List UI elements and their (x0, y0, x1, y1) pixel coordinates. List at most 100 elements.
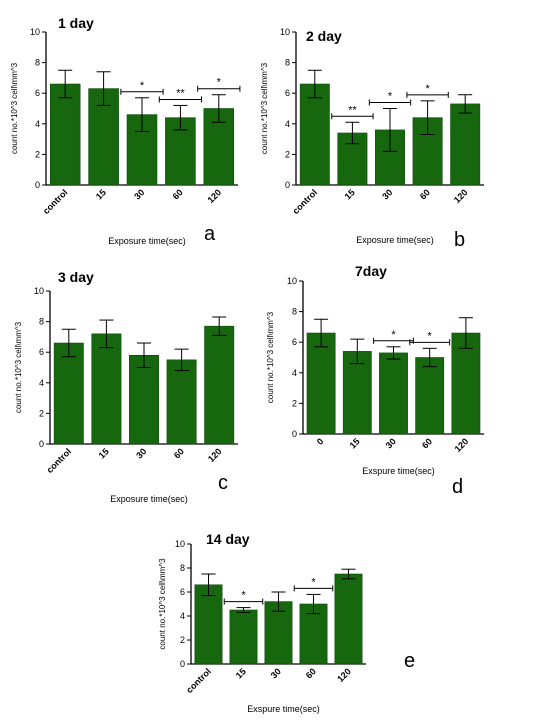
chart4-significance-mark: * (391, 329, 396, 341)
chart3-y-tick-label: 8 (39, 317, 44, 327)
chart3-x-tick-label: control (45, 446, 74, 475)
chart1-y-tick-label: 4 (35, 119, 40, 129)
chart2-x-tick-label: control (291, 187, 320, 216)
chart3-x-tick-label: 120 (206, 446, 224, 464)
chart2-y-tick-label: 6 (285, 88, 290, 98)
chart4-bar-120 (451, 332, 481, 435)
chart2-y-tick-label: 2 (285, 149, 290, 159)
chart5-x-axis-label: Exspure time(sec) (247, 704, 320, 714)
chart2-significance-mark: * (388, 91, 393, 103)
chart5-y-tick-label: 6 (180, 587, 185, 597)
chart1-significance-mark: * (140, 80, 145, 92)
chart1-y-axis-label: count no.*10^3 cell\mm^3 (10, 62, 19, 154)
chart4-x-tick-label: 15 (348, 436, 362, 450)
chart2-y-tick-label: 8 (285, 58, 290, 68)
chart5-x-tick-label: control (184, 666, 213, 695)
chart3-x-tick-label: 60 (172, 446, 186, 460)
chart3-y-tick-label: 4 (39, 378, 44, 388)
chart2-x-axis-label: Exposure time(sec) (356, 235, 434, 245)
chart4-y-axis-label: count no.*10^3 cell\mm^3 (266, 311, 275, 403)
chart5-x-tick-label: 120 (335, 666, 353, 684)
chart5-bar-control (194, 584, 223, 665)
chart4-bar-30 (379, 352, 408, 435)
chart2-significance-mark: ** (348, 104, 357, 116)
chart5-title: 14 day (206, 531, 250, 547)
chart4-title: 7day (355, 263, 387, 279)
chart3-y-tick-label: 0 (39, 439, 44, 449)
chart1-x-tick-label: control (41, 187, 70, 216)
chart1-x-tick-label: 15 (94, 187, 108, 201)
chart4-bar-60 (415, 357, 445, 435)
chart4-x-tick-label: 120 (453, 436, 471, 454)
chart3-y-tick-label: 10 (34, 286, 44, 296)
chart4-significance-mark: * (428, 330, 433, 342)
chart1-significance-mark: ** (176, 87, 185, 99)
chart3-bar-60 (166, 359, 197, 445)
chart4-panel-label: d (452, 476, 463, 498)
chart5-x-tick-label: 60 (304, 666, 318, 680)
chart5-y-tick-label: 8 (180, 563, 185, 573)
chart2-x-tick-label: 60 (418, 187, 432, 201)
chart1-y-tick-label: 6 (35, 88, 40, 98)
chart5-y-tick-label: 0 (180, 659, 185, 669)
chart2-x-tick-label: 30 (380, 187, 394, 201)
chart2-panel-label: b (454, 229, 465, 251)
chart4-bar-15 (342, 351, 372, 435)
chart3-panel-label: c (218, 472, 228, 494)
chart4-y-tick-label: 10 (287, 276, 297, 286)
chart2-bar-120 (450, 103, 481, 186)
chart4-x-tick-label: 0 (315, 436, 326, 447)
chart3-y-tick-label: 2 (39, 408, 44, 418)
chart3-x-tick-label: 30 (134, 446, 148, 460)
chart5-y-tick-label: 10 (175, 539, 185, 549)
chart1-y-tick-label: 2 (35, 149, 40, 159)
chart2-x-tick-label: 120 (452, 187, 470, 205)
chart4-y-tick-label: 4 (292, 368, 297, 378)
chart1-y-tick-label: 10 (30, 27, 40, 37)
chart5-y-tick-label: 2 (180, 635, 185, 645)
chart2-bar-control (299, 83, 330, 186)
chart5-x-tick-label: 30 (269, 666, 283, 680)
chart1-y-tick-label: 8 (35, 58, 40, 68)
chart1-x-tick-label: 60 (171, 187, 185, 201)
chart5-panel-label: e (404, 650, 415, 672)
chart5-bar-120 (334, 573, 363, 665)
chart1-bar-control (49, 83, 81, 186)
chart4-x-axis-label: Exspure time(sec) (362, 466, 435, 476)
chart3-x-axis-label: Exposure time(sec) (110, 494, 188, 504)
chart4-x-tick-label: 30 (384, 436, 398, 450)
chart5-x-tick-label: 15 (234, 666, 248, 680)
chart5-bar-30 (264, 601, 293, 665)
chart2-y-tick-label: 0 (285, 180, 290, 190)
chart1-panel-label: a (204, 223, 216, 245)
chart2-y-axis-label: count no.*10^3 cell\mm^3 (260, 62, 269, 154)
chart1-bar-120 (203, 108, 235, 186)
chart3-y-axis-label: count no.*10^3 cell\mm^3 (14, 321, 23, 413)
chart4-bar-0 (306, 332, 336, 435)
chart1-y-tick-label: 0 (35, 180, 40, 190)
chart4-y-tick-label: 0 (292, 429, 297, 439)
chart3-bar-30 (129, 354, 159, 445)
chart4-y-tick-label: 6 (292, 337, 297, 347)
chart1-x-tick-label: 120 (206, 187, 224, 205)
chart5-y-axis-label: count no.*10^3 cell\mm^3 (158, 558, 167, 650)
chart1-x-axis-label: Exposure time(sec) (108, 236, 186, 246)
chart3-title: 3 day (58, 269, 94, 285)
chart5-bar-15 (229, 609, 258, 665)
chart4-y-tick-label: 2 (292, 398, 297, 408)
chart2-title: 2 day (306, 28, 342, 44)
chart2-significance-mark: * (425, 83, 430, 95)
chart3-x-tick-label: 15 (97, 446, 111, 460)
chart1-x-tick-label: 30 (132, 187, 146, 201)
chart3-bar-15 (91, 333, 122, 445)
chart2-x-tick-label: 15 (343, 187, 357, 201)
chart3-bar-control (53, 342, 84, 445)
chart3-bar-120 (204, 325, 235, 445)
chart5-significance-mark: * (311, 576, 316, 588)
chart4-y-tick-label: 8 (292, 307, 297, 317)
chart1-significance-mark: * (217, 77, 222, 89)
chart1-title: 1 day (58, 15, 94, 31)
chart5-significance-mark: * (241, 590, 246, 602)
chart4-x-tick-label: 60 (420, 436, 434, 450)
